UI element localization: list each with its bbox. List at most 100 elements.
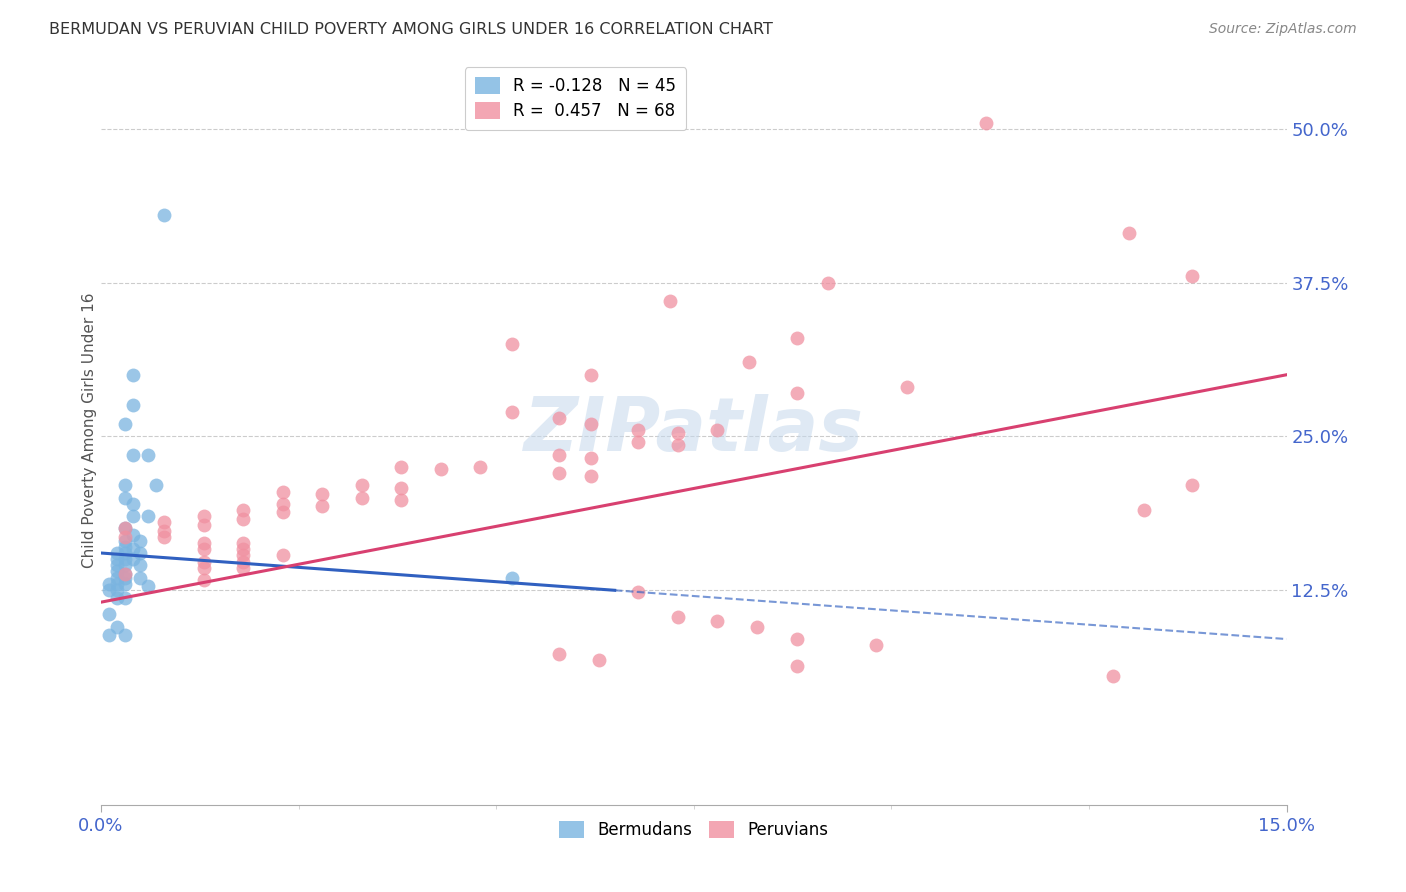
Point xyxy=(114,566,136,581)
Point xyxy=(121,552,143,566)
Point xyxy=(153,516,176,530)
Point xyxy=(193,573,215,587)
Point xyxy=(706,614,728,628)
Point xyxy=(114,628,136,642)
Point xyxy=(232,549,254,563)
Point xyxy=(97,607,120,622)
Point xyxy=(311,500,333,514)
Text: BERMUDAN VS PERUVIAN CHILD POVERTY AMONG GIRLS UNDER 16 CORRELATION CHART: BERMUDAN VS PERUVIAN CHILD POVERTY AMONG… xyxy=(49,22,773,37)
Point xyxy=(114,521,136,535)
Point xyxy=(271,505,294,519)
Point xyxy=(105,620,128,634)
Point xyxy=(817,276,839,290)
Point xyxy=(97,628,120,642)
Point xyxy=(105,546,128,560)
Point xyxy=(105,582,128,597)
Point xyxy=(114,478,136,492)
Point xyxy=(588,653,610,667)
Point xyxy=(666,438,689,452)
Point xyxy=(745,620,768,634)
Point xyxy=(786,659,808,673)
Point xyxy=(121,368,143,382)
Point xyxy=(153,530,176,544)
Point xyxy=(129,558,152,573)
Point xyxy=(738,355,761,369)
Point xyxy=(548,448,571,462)
Point xyxy=(105,591,128,606)
Point xyxy=(271,497,294,511)
Point xyxy=(579,468,602,483)
Point xyxy=(666,610,689,624)
Point xyxy=(114,591,136,606)
Point xyxy=(579,368,602,382)
Point xyxy=(627,435,650,450)
Point xyxy=(193,536,215,550)
Point xyxy=(153,524,176,538)
Point xyxy=(501,337,523,351)
Point xyxy=(114,530,136,544)
Point xyxy=(121,542,143,557)
Point xyxy=(659,293,682,308)
Point xyxy=(114,491,136,505)
Point xyxy=(129,571,152,585)
Point xyxy=(138,579,160,593)
Point xyxy=(548,466,571,480)
Point xyxy=(121,399,143,413)
Point xyxy=(114,571,136,585)
Point xyxy=(389,459,412,474)
Point xyxy=(786,386,808,401)
Point xyxy=(193,509,215,524)
Point xyxy=(153,208,176,222)
Point xyxy=(105,571,128,585)
Point xyxy=(232,536,254,550)
Point xyxy=(105,576,128,591)
Point xyxy=(138,509,160,524)
Point xyxy=(896,380,918,394)
Point xyxy=(271,549,294,563)
Point xyxy=(548,647,571,661)
Point xyxy=(97,576,120,591)
Point xyxy=(271,484,294,499)
Point xyxy=(114,533,136,548)
Point xyxy=(706,423,728,437)
Point xyxy=(129,533,152,548)
Text: Source: ZipAtlas.com: Source: ZipAtlas.com xyxy=(1209,22,1357,37)
Point xyxy=(430,462,453,476)
Point xyxy=(121,448,143,462)
Point xyxy=(114,521,136,535)
Point xyxy=(114,566,136,581)
Point xyxy=(311,487,333,501)
Point xyxy=(501,404,523,418)
Point xyxy=(865,638,887,652)
Point xyxy=(193,555,215,569)
Point xyxy=(121,497,143,511)
Point xyxy=(1181,269,1204,284)
Point xyxy=(114,558,136,573)
Point xyxy=(105,565,128,579)
Point xyxy=(114,540,136,554)
Point xyxy=(145,478,167,492)
Point xyxy=(579,451,602,466)
Point xyxy=(786,331,808,345)
Point xyxy=(1133,503,1156,517)
Point xyxy=(232,560,254,574)
Y-axis label: Child Poverty Among Girls Under 16: Child Poverty Among Girls Under 16 xyxy=(83,293,97,568)
Point xyxy=(470,459,492,474)
Point xyxy=(548,410,571,425)
Point xyxy=(193,560,215,574)
Point xyxy=(138,448,160,462)
Point xyxy=(232,542,254,557)
Point xyxy=(627,585,650,599)
Point xyxy=(97,582,120,597)
Point xyxy=(121,527,143,541)
Point xyxy=(114,417,136,431)
Point xyxy=(1181,478,1204,492)
Point xyxy=(389,481,412,495)
Point xyxy=(786,632,808,646)
Point xyxy=(232,503,254,517)
Point xyxy=(114,552,136,566)
Point xyxy=(350,478,373,492)
Point xyxy=(193,542,215,557)
Point xyxy=(627,423,650,437)
Text: ZIPatlas: ZIPatlas xyxy=(524,393,863,467)
